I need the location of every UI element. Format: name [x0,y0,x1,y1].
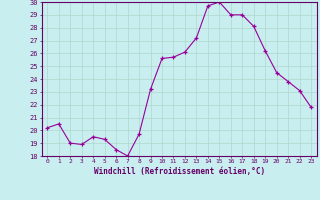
X-axis label: Windchill (Refroidissement éolien,°C): Windchill (Refroidissement éolien,°C) [94,167,265,176]
